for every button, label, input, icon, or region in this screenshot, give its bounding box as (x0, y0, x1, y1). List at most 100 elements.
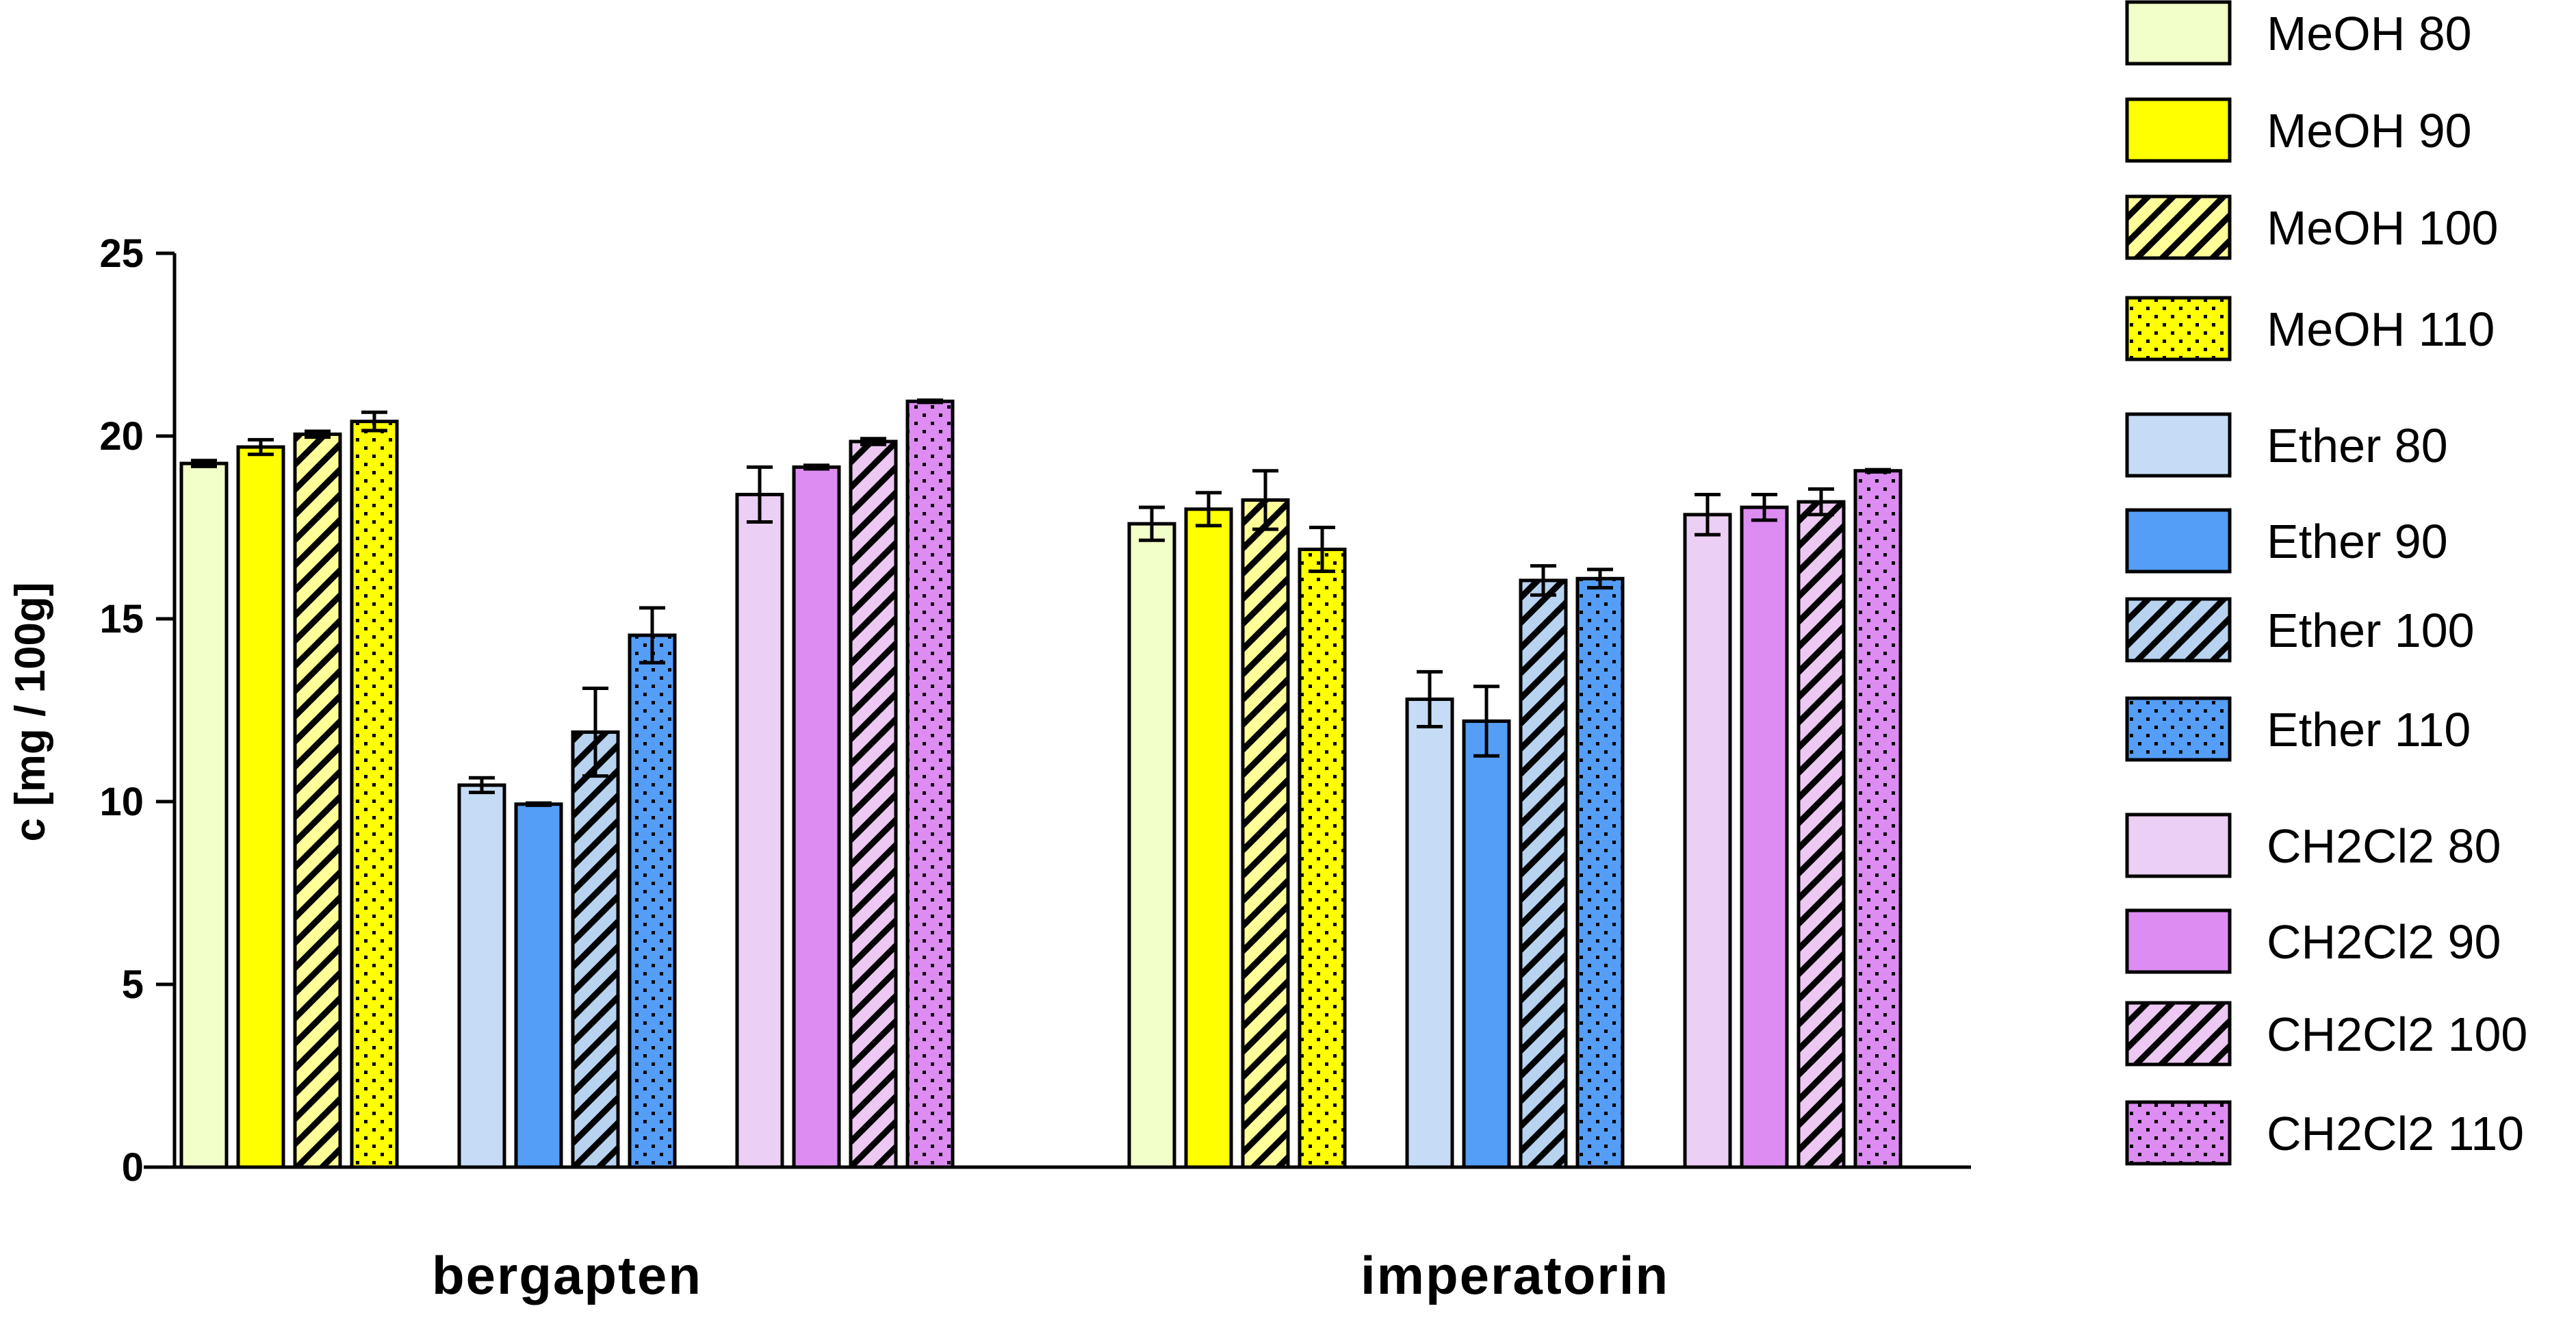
legend-label: CH2Cl2 110 (2267, 1107, 2524, 1160)
error-bar-meoh-90-bergapten (248, 437, 274, 457)
y-tick-label: 5 (122, 962, 144, 1007)
error-bar-ch2cl2-80-imperatorin (1695, 492, 1721, 537)
error-bar-ch2cl2-100-bergapten (860, 437, 886, 446)
legend-item-ch2cl2-110: CH2Cl2 110 (2125, 1100, 2524, 1166)
error-bar-ether-100-imperatorin (1530, 564, 1556, 597)
legend-label: MeOH 110 (2267, 303, 2495, 356)
y-axis: 0 5 10 15 20 25 (99, 231, 177, 1190)
legend-swatch (2125, 1001, 2232, 1067)
error-bar-ether-90-bergapten (526, 801, 552, 807)
error-bar-ether-80-bergapten (469, 776, 495, 795)
legend-swatch (2125, 412, 2232, 478)
error-bar-ch2cl2-110-bergapten (917, 398, 943, 405)
legend-item-meoh-110: MeOH 110 (2125, 296, 2495, 361)
bar-ch2cl2-100-imperatorin (1796, 500, 1846, 1169)
legend-item-ether-90: Ether 90 (2125, 508, 2448, 574)
legend-label: MeOH 90 (2267, 104, 2472, 157)
y-axis-title: c [mg / 100g] (7, 583, 54, 842)
bar-ch2cl2-80-bergapten (735, 492, 784, 1169)
legend-swatch (2125, 97, 2232, 163)
legend-item-ether-100: Ether 100 (2125, 597, 2475, 663)
bar-meoh-80-bergapten (179, 461, 229, 1169)
bar-ether-100-imperatorin (1519, 578, 1568, 1169)
legend-item-ether-110: Ether 110 (2125, 696, 2471, 762)
error-bar-ch2cl2-90-imperatorin (1751, 492, 1777, 522)
category-label-bergapten: bergapten (432, 1245, 702, 1305)
error-bar-meoh-80-imperatorin (1139, 505, 1165, 542)
legend-label: CH2Cl2 80 (2267, 819, 2501, 873)
legend-item-ch2cl2-100: CH2Cl2 100 (2125, 1001, 2527, 1067)
error-bar-ether-80-imperatorin (1417, 669, 1443, 729)
legend-label: MeOH 80 (2267, 7, 2472, 60)
legend-label: CH2Cl2 100 (2267, 1008, 2527, 1061)
bars (179, 399, 1903, 1169)
bar-meoh-110-imperatorin (1298, 548, 1347, 1169)
y-tick-label: 15 (99, 597, 144, 641)
bar-meoh-90-imperatorin (1184, 507, 1233, 1169)
bar-meoh-100-imperatorin (1241, 498, 1290, 1169)
bar-ether-90-imperatorin (1462, 719, 1511, 1169)
y-tick-label: 0 (122, 1145, 144, 1190)
bar-ether-80-imperatorin (1405, 697, 1454, 1169)
error-bar-ether-90-imperatorin (1473, 685, 1499, 758)
legend-item-ch2cl2-90: CH2Cl2 90 (2125, 908, 2501, 974)
legend-swatch (2125, 0, 2232, 66)
bar-ch2cl2-80-imperatorin (1683, 513, 1732, 1169)
legend-swatch (2125, 597, 2232, 663)
legend-swatch (2125, 296, 2232, 361)
y-tick-label: 10 (99, 780, 144, 824)
legend-item-meoh-100: MeOH 100 (2125, 194, 2498, 260)
bar-meoh-100-bergapten (293, 432, 342, 1169)
bar-ether-90-bergapten (514, 802, 563, 1169)
bar-ch2cl2-100-bergapten (849, 439, 898, 1169)
error-bars (191, 398, 1891, 807)
error-bar-meoh-100-imperatorin (1252, 469, 1278, 531)
error-bar-ch2cl2-90-bergapten (803, 463, 829, 471)
y-axis-ticks: 0 5 10 15 20 25 (99, 231, 175, 1190)
legend-label: Ether 90 (2267, 515, 2448, 568)
bar-ch2cl2-110-imperatorin (1853, 469, 1903, 1169)
error-bar-meoh-110-bergapten (361, 410, 387, 433)
legend-item-ether-80: Ether 80 (2125, 412, 2448, 478)
legend-swatch (2125, 696, 2232, 762)
category-label-imperatorin: imperatorin (1361, 1245, 1669, 1305)
error-bar-ether-110-bergapten (639, 606, 665, 665)
error-bar-ether-100-bergapten (582, 686, 608, 778)
error-bar-meoh-90-imperatorin (1196, 491, 1222, 528)
legend-swatch (2125, 1100, 2232, 1166)
legend-swatch (2125, 194, 2232, 260)
error-bar-ch2cl2-110-imperatorin (1865, 468, 1891, 474)
error-bar-ether-110-imperatorin (1587, 567, 1613, 590)
legend-item-ch2cl2-80: CH2Cl2 80 (2125, 813, 2501, 878)
legend-item-meoh-90: MeOH 90 (2125, 97, 2472, 163)
error-bar-ch2cl2-100-imperatorin (1808, 487, 1834, 517)
legend-label: Ether 110 (2267, 703, 2471, 756)
legend-swatch (2125, 908, 2232, 974)
legend: MeOH 80 MeOH 90 MeOH 100 MeOH 110 Ether 80 Et… (2125, 0, 2527, 1166)
y-tick-label: 20 (99, 414, 144, 459)
y-tick-label: 25 (99, 231, 144, 276)
bar-ch2cl2-90-bergapten (792, 465, 841, 1169)
legend-item-meoh-80: MeOH 80 (2125, 0, 2472, 66)
bar-ether-100-bergapten (571, 730, 620, 1169)
error-bar-meoh-80-bergapten (191, 459, 217, 468)
bar-meoh-110-bergapten (350, 420, 399, 1169)
legend-label: Ether 80 (2267, 419, 2448, 472)
category-labels: bergapten imperatorin (432, 1245, 1669, 1305)
error-bar-meoh-100-bergapten (305, 429, 331, 439)
legend-label: CH2Cl2 90 (2267, 915, 2501, 969)
legend-label: Ether 100 (2267, 604, 2475, 657)
bar-meoh-80-imperatorin (1127, 522, 1176, 1169)
bar-ether-110-imperatorin (1575, 576, 1625, 1169)
bar-ch2cl2-110-bergapten (905, 399, 955, 1169)
legend-swatch (2125, 508, 2232, 574)
bar-meoh-90-bergapten (236, 445, 285, 1169)
legend-swatch (2125, 813, 2232, 878)
bar-ether-110-bergapten (628, 633, 677, 1169)
error-bar-ch2cl2-80-bergapten (747, 465, 773, 524)
legend-label: MeOH 100 (2267, 201, 2498, 255)
bar-ether-80-bergapten (457, 783, 506, 1169)
error-bar-meoh-110-imperatorin (1309, 526, 1335, 574)
bar-ch2cl2-90-imperatorin (1740, 505, 1789, 1169)
